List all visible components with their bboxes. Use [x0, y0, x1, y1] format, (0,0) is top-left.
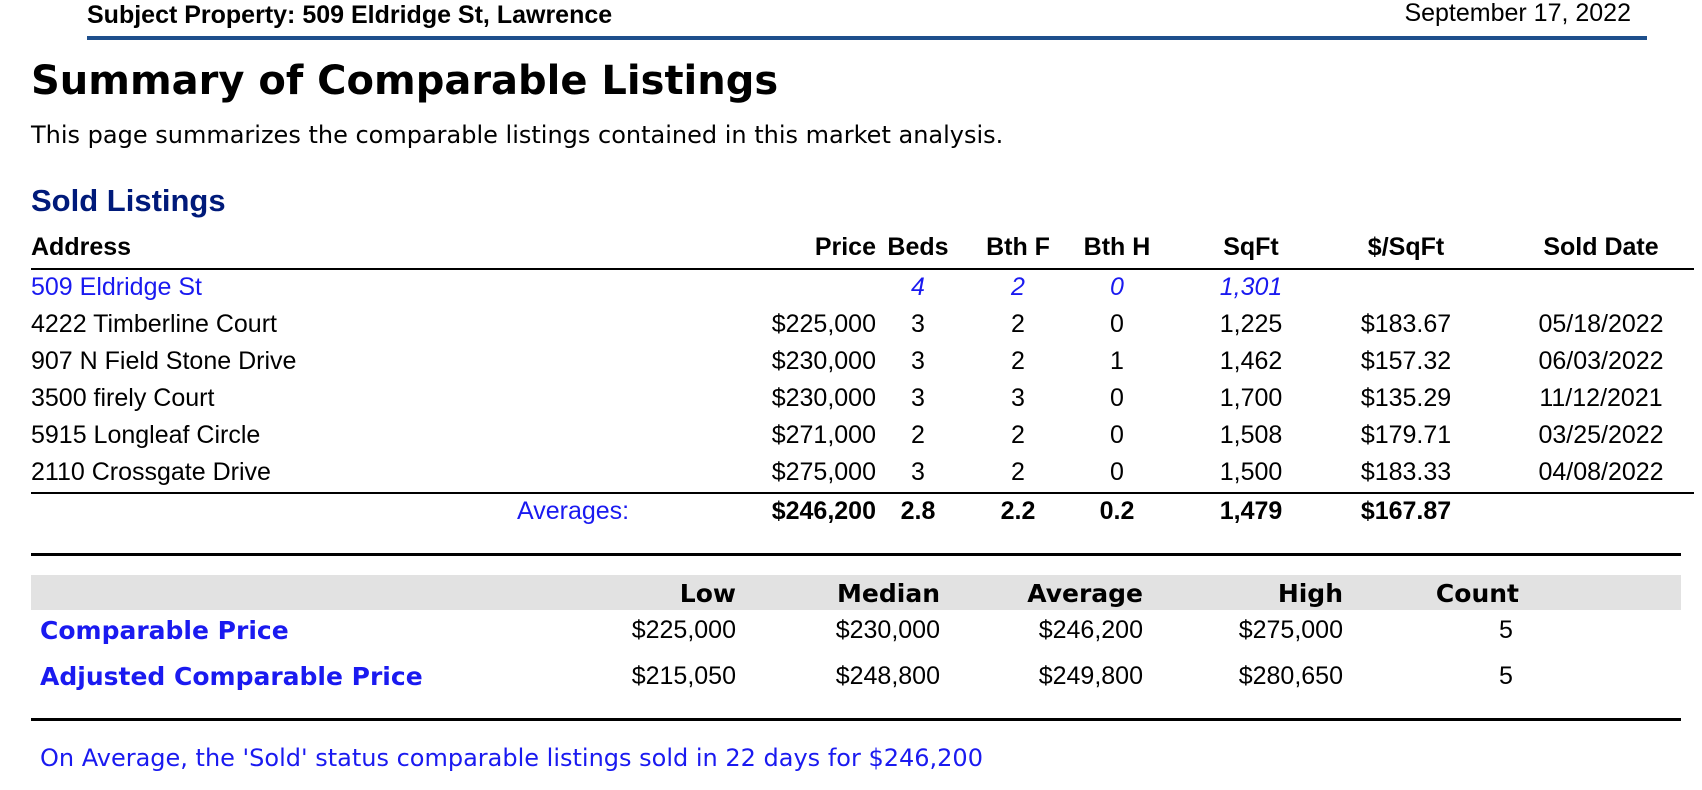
listing-price-per-sqft: $183.33 — [1360, 458, 1452, 486]
price-summary-table: Low Median Average High Count Comparable… — [31, 575, 1681, 702]
average-beds: 2.8 — [900, 497, 936, 525]
summary-low: $215,050 — [631, 662, 736, 690]
listing-sold-date: 04/08/2022 — [1538, 458, 1664, 486]
col-header-bth-f: Bth F — [986, 233, 1050, 261]
listing-bth-h: 0 — [1110, 310, 1124, 338]
page-title: Summary of Comparable Listings — [31, 58, 779, 104]
listing-address: 3500 firely Court — [31, 384, 215, 412]
listing-sqft: 1,508 — [1219, 421, 1283, 449]
subject-bth-h: 0 — [1110, 273, 1124, 301]
listing-beds: 2 — [911, 421, 925, 449]
listing-beds: 3 — [911, 384, 925, 412]
listing-bth-f: 2 — [1011, 347, 1025, 375]
average-price: $246,200 — [771, 497, 876, 525]
subject-sqft: 1,301 — [1219, 273, 1283, 301]
listing-sold-date: 11/12/2021 — [1539, 384, 1663, 412]
listing-address: 907 N Field Stone Drive — [31, 347, 297, 375]
subject-property-row: 509 Eldridge St 4 2 0 1,301 — [31, 270, 1694, 307]
summary-median: $248,800 — [835, 662, 940, 690]
table-row: 2110 Crossgate Drive $275,000 3 2 0 1,50… — [31, 455, 1694, 492]
col-header-beds: Beds — [887, 233, 949, 261]
summary-header-row: Low Median Average High Count — [31, 575, 1681, 610]
average-sqft: 1,479 — [1219, 497, 1283, 525]
summary-row-adjusted-comparable-price: Adjusted Comparable Price $215,050 $248,… — [31, 656, 1681, 702]
listing-sold-date: 05/18/2022 — [1538, 310, 1664, 338]
listing-beds: 3 — [911, 347, 925, 375]
section-divider — [31, 553, 1681, 556]
subject-address-link[interactable]: 509 Eldridge St — [31, 273, 202, 301]
summary-count: 5 — [1499, 616, 1513, 644]
subject-bth-f: 2 — [1011, 273, 1025, 301]
listing-bth-h: 0 — [1110, 421, 1124, 449]
table-row: 3500 firely Court $230,000 3 3 0 1,700 $… — [31, 381, 1694, 418]
col-header-sqft: SqFt — [1223, 233, 1279, 261]
average-bth-h: 0.2 — [1099, 497, 1135, 525]
summary-average: $246,200 — [1038, 616, 1143, 644]
listing-bth-h: 0 — [1110, 384, 1124, 412]
listing-sqft: 1,700 — [1219, 384, 1283, 412]
listing-price: $275,000 — [771, 458, 876, 486]
listing-bth-h: 0 — [1110, 458, 1124, 486]
listing-bth-f: 2 — [1011, 458, 1025, 486]
listing-price: $225,000 — [771, 310, 876, 338]
average-price-per-sqft: $167.87 — [1360, 497, 1452, 525]
col-header-price: Price — [814, 233, 876, 261]
listing-price-per-sqft: $135.29 — [1360, 384, 1452, 412]
averages-row: Averages: $246,200 2.8 2.2 0.2 1,479 $16… — [31, 492, 1694, 534]
section-divider — [31, 718, 1681, 721]
col-header-price-per-sqft: $/SqFt — [1367, 233, 1445, 261]
listing-address: 5915 Longleaf Circle — [31, 421, 261, 449]
listing-address: 2110 Crossgate Drive — [31, 458, 271, 486]
listing-price-per-sqft: $179.71 — [1360, 421, 1452, 449]
listing-beds: 3 — [911, 458, 925, 486]
listing-sqft: 1,225 — [1219, 310, 1283, 338]
averages-label: Averages: — [517, 497, 630, 525]
summary-high: $275,000 — [1238, 616, 1343, 644]
table-row: 5915 Longleaf Circle $271,000 2 2 0 1,50… — [31, 418, 1694, 455]
listing-sold-date: 06/03/2022 — [1538, 347, 1664, 375]
listing-sqft: 1,500 — [1219, 458, 1283, 486]
listing-price: $230,000 — [771, 384, 876, 412]
sold-listings-table: Address Price Beds Bth F Bth H SqFt $/Sq… — [31, 232, 1694, 534]
summary-col-average: Average — [1027, 579, 1143, 608]
summary-col-low: Low — [679, 579, 736, 608]
summary-col-high: High — [1277, 579, 1343, 608]
listing-sold-date: 03/25/2022 — [1538, 421, 1664, 449]
listing-price-per-sqft: $183.67 — [1360, 310, 1452, 338]
adjusted-comparable-price-link[interactable]: Adjusted Comparable Price — [40, 662, 423, 691]
summary-col-count: Count — [1435, 579, 1519, 608]
report-date: September 17, 2022 — [1404, 0, 1631, 27]
col-header-sold-date: Sold Date — [1543, 233, 1659, 261]
page-intro: This page summarizes the comparable list… — [31, 121, 1004, 149]
subject-beds: 4 — [911, 273, 925, 301]
average-sold-note: On Average, the 'Sold' status comparable… — [40, 744, 983, 772]
listing-price: $271,000 — [771, 421, 876, 449]
listing-address: 4222 Timberline Court — [31, 310, 277, 338]
summary-col-median: Median — [837, 579, 940, 608]
listing-sqft: 1,462 — [1219, 347, 1283, 375]
table-header-row: Address Price Beds Bth F Bth H SqFt $/Sq… — [31, 232, 1694, 270]
summary-average: $249,800 — [1038, 662, 1143, 690]
listing-beds: 3 — [911, 310, 925, 338]
sold-listings-title: Sold Listings — [31, 183, 226, 218]
table-row: 907 N Field Stone Drive $230,000 3 2 1 1… — [31, 344, 1694, 381]
col-header-bth-h: Bth H — [1083, 233, 1151, 261]
listing-bth-f: 2 — [1011, 421, 1025, 449]
listing-bth-f: 3 — [1011, 384, 1025, 412]
col-header-address: Address — [31, 233, 132, 261]
summary-count: 5 — [1499, 662, 1513, 690]
listing-bth-f: 2 — [1011, 310, 1025, 338]
summary-row-comparable-price: Comparable Price $225,000 $230,000 $246,… — [31, 610, 1681, 656]
summary-median: $230,000 — [835, 616, 940, 644]
summary-low: $225,000 — [631, 616, 736, 644]
report-header: Subject Property: 509 Eldridge St, Lawre… — [87, 0, 1647, 40]
comparable-price-link[interactable]: Comparable Price — [40, 616, 289, 645]
average-bth-f: 2.2 — [1000, 497, 1036, 525]
listing-price: $230,000 — [771, 347, 876, 375]
subject-property-label: Subject Property: 509 Eldridge St, Lawre… — [87, 1, 613, 29]
table-row: 4222 Timberline Court $225,000 3 2 0 1,2… — [31, 307, 1694, 344]
summary-high: $280,650 — [1238, 662, 1343, 690]
listing-bth-h: 1 — [1110, 347, 1124, 375]
listing-price-per-sqft: $157.32 — [1360, 347, 1452, 375]
